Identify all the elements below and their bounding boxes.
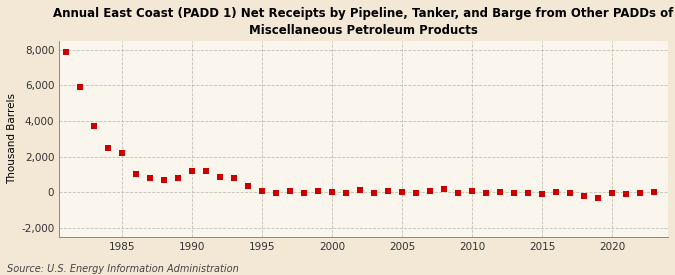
Point <box>313 189 323 194</box>
Point <box>509 191 520 195</box>
Text: Source: U.S. Energy Information Administration: Source: U.S. Energy Information Administ… <box>7 264 238 274</box>
Point <box>229 176 240 180</box>
Point <box>425 189 435 194</box>
Point <box>495 189 506 194</box>
Point <box>649 189 659 194</box>
Point <box>327 189 338 194</box>
Point <box>341 190 352 195</box>
Point <box>383 189 394 194</box>
Y-axis label: Thousand Barrels: Thousand Barrels <box>7 93 17 184</box>
Point <box>159 178 169 182</box>
Point <box>103 145 113 150</box>
Point <box>481 191 491 195</box>
Point <box>256 189 267 194</box>
Point <box>410 191 421 195</box>
Point <box>187 169 198 173</box>
Point <box>466 189 477 194</box>
Point <box>439 186 450 191</box>
Point <box>634 191 645 195</box>
Title: Annual East Coast (PADD 1) Net Receipts by Pipeline, Tanker, and Barge from Othe: Annual East Coast (PADD 1) Net Receipts … <box>53 7 674 37</box>
Point <box>355 188 366 192</box>
Point <box>397 189 408 194</box>
Point <box>621 192 632 196</box>
Point <box>271 191 281 195</box>
Point <box>75 85 86 89</box>
Point <box>607 191 618 195</box>
Point <box>537 192 547 196</box>
Point <box>299 190 310 195</box>
Point <box>200 169 211 173</box>
Point <box>145 176 156 180</box>
Point <box>593 195 603 200</box>
Point <box>131 172 142 177</box>
Point <box>578 194 589 198</box>
Point <box>89 124 100 128</box>
Point <box>453 190 464 195</box>
Point <box>285 189 296 194</box>
Point <box>61 50 72 54</box>
Point <box>117 151 128 155</box>
Point <box>243 184 254 188</box>
Point <box>369 191 379 195</box>
Point <box>522 191 533 195</box>
Point <box>565 191 576 195</box>
Point <box>173 176 184 180</box>
Point <box>551 189 562 194</box>
Point <box>215 175 225 179</box>
